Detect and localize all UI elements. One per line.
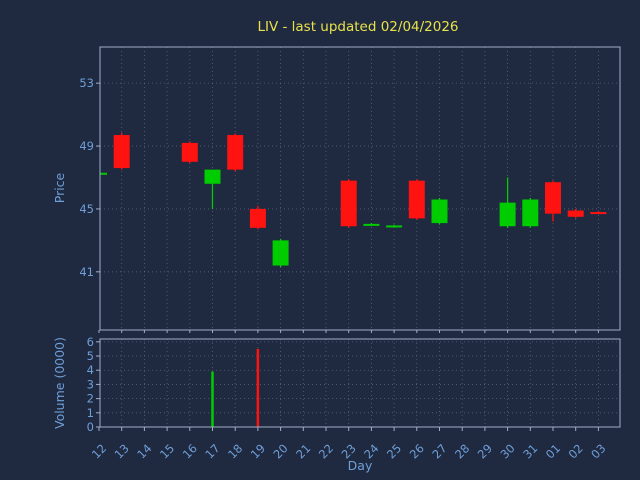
candle-body: [386, 225, 403, 228]
volume-bar: [256, 348, 260, 427]
volume-tick-label: 3: [87, 377, 94, 391]
candle-body: [181, 142, 198, 162]
volume-bar: [211, 371, 214, 427]
candle-body: [499, 202, 516, 227]
price-tick-label: 41: [79, 265, 94, 279]
price-tick-label: 53: [79, 76, 94, 90]
candle-body: [522, 199, 539, 227]
candle-body: [227, 135, 244, 170]
volume-tick-label: 0: [87, 420, 94, 434]
chart-title: LIV - last updated 02/04/2026: [257, 19, 458, 35]
candle-body: [113, 135, 130, 169]
volume-tick-label: 6: [87, 335, 94, 349]
volume-tick-label: 5: [87, 349, 94, 363]
candle-body: [590, 212, 607, 215]
candle-body: [567, 210, 584, 217]
volume-tick-label: 2: [87, 392, 94, 406]
candle-body: [408, 180, 425, 219]
volume-tick-label: 4: [87, 363, 94, 377]
candle-body: [249, 208, 266, 228]
candle-body: [204, 169, 221, 184]
price-tick-label: 45: [79, 202, 94, 216]
volume-axis-label: Volume (0000): [52, 337, 67, 429]
candle-body: [340, 180, 357, 227]
candle-body: [272, 240, 289, 266]
price-axes-frame: [99, 46, 621, 331]
candle-body: [363, 223, 380, 226]
candlestick-series: [100, 132, 607, 268]
candle-body: [431, 199, 448, 224]
price-axis-label: Price: [52, 172, 67, 203]
candle-body: [100, 172, 107, 175]
x-axis-label: Day: [348, 458, 373, 473]
axes-frames: [99, 46, 621, 428]
volume-tick-label: 1: [87, 406, 94, 420]
price-tick-label: 49: [79, 139, 94, 153]
volume-axes-frame: [99, 338, 621, 428]
candle-body: [545, 182, 561, 214]
